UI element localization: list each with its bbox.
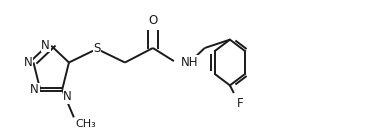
Text: CH₃: CH₃ <box>76 119 97 129</box>
Text: N: N <box>30 83 39 96</box>
Text: S: S <box>93 42 101 54</box>
Text: N: N <box>41 38 50 52</box>
Text: F: F <box>237 97 243 110</box>
Text: N: N <box>23 56 32 69</box>
Text: NH: NH <box>181 56 199 69</box>
Text: N: N <box>63 90 72 103</box>
Text: O: O <box>148 14 158 27</box>
